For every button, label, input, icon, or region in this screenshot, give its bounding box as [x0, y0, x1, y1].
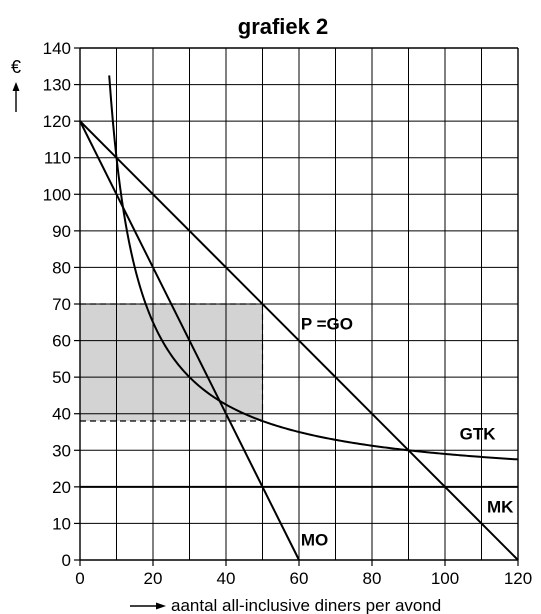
shaded-region [80, 304, 263, 422]
y-tick-label: 30 [52, 441, 71, 460]
curve-label-mk: MK [487, 497, 514, 516]
y-tick-label: 10 [52, 514, 71, 533]
y-tick-label: 20 [52, 478, 71, 497]
x-tick-label: 100 [431, 569, 459, 588]
y-tick-label: 120 [43, 112, 71, 131]
y-tick-label: 130 [43, 76, 71, 95]
x-tick-label: 20 [144, 569, 163, 588]
y-tick-label: 140 [43, 39, 71, 58]
x-tick-label: 120 [504, 569, 532, 588]
y-tick-label: 80 [52, 258, 71, 277]
y-tick-label: 40 [52, 405, 71, 424]
y-axis-label: € [11, 57, 21, 77]
y-tick-label: 100 [43, 185, 71, 204]
x-axis-arrow-head [156, 602, 166, 610]
y-tick-label: 70 [52, 295, 71, 314]
shaded-region-group [80, 304, 263, 422]
y-axis-unit: € [11, 57, 21, 112]
series-line-gtk [108, 75, 519, 461]
curve-label-p-go: P =GO [301, 315, 353, 334]
x-tick-label: 60 [290, 569, 309, 588]
curve-labels: P =GO MO MK GTK [301, 315, 514, 550]
y-tick-label: 50 [52, 368, 71, 387]
series-lines [79, 75, 519, 561]
curve-label-gtk: GTK [460, 424, 497, 443]
y-tick-label: 110 [44, 149, 71, 168]
y-tick-label: 90 [52, 222, 71, 241]
y-axis-arrow-head [12, 82, 20, 91]
x-axis-label-group: aantal all-inclusive diners per avond [130, 596, 441, 614]
x-tick-label: 0 [75, 569, 84, 588]
x-axis-label: aantal all-inclusive diners per avond [171, 596, 441, 614]
curve-label-mo: MO [301, 530, 328, 549]
x-tick-label: 80 [363, 569, 382, 588]
y-tick-label: 0 [62, 551, 71, 570]
chart-title: grafiek 2 [238, 14, 329, 39]
axis-ticks: 0 10 20 30 40 50 60 70 80 90 100 110 120 130 140 0 20 40 6… [43, 39, 533, 588]
y-tick-label: 60 [52, 332, 71, 351]
x-tick-label: 40 [217, 569, 236, 588]
